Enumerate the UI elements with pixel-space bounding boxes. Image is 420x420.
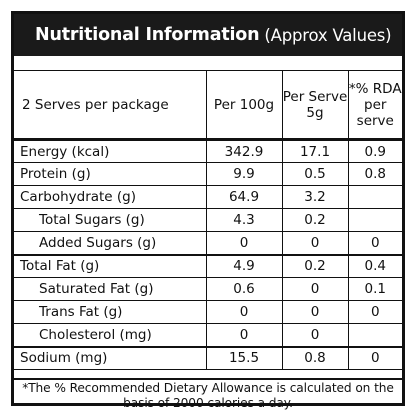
row-label: Sodium (mg): [14, 345, 207, 370]
row-rda: [347, 208, 402, 232]
row-rda: 0: [347, 231, 402, 255]
row-rda: 0: [347, 345, 402, 370]
col-per100g-header: Per 100g: [205, 70, 283, 140]
row-perserve: 17.1: [281, 138, 349, 163]
nutrition-table: 2 Serves per package Per 100g Per Serve 5…: [14, 70, 402, 370]
row-perserve: 0.2: [281, 208, 349, 232]
row-label: Protein (g): [14, 162, 207, 186]
row-perserve: 0.5: [281, 162, 349, 186]
table-header-row: 2 Serves per package Per 100g Per Serve 5…: [14, 70, 402, 140]
row-per100g: 0.6: [205, 277, 283, 301]
nutrition-panel: Nutritional Information (Approx Values) …: [11, 11, 405, 410]
row-label: Total Fat (g): [14, 253, 207, 278]
row-label: Total Sugars (g): [14, 208, 207, 232]
panel-header: Nutritional Information (Approx Values): [14, 14, 402, 56]
row-perserve: 0.8: [281, 345, 349, 370]
row-label: Carbohydrate (g): [14, 185, 207, 209]
row-per100g: 0: [205, 323, 283, 347]
row-rda: 0.4: [347, 253, 402, 278]
panel-subtitle: (Approx Values): [264, 25, 392, 45]
table-row: Total Fat (g) 4.9 0.2 0.4: [14, 253, 402, 278]
row-label: Trans Fat (g): [14, 300, 207, 324]
row-per100g: 64.9: [205, 185, 283, 209]
col-perserve-header: Per Serve 5g: [281, 70, 349, 140]
row-per100g: 342.9: [205, 138, 283, 163]
table-row: Protein (g) 9.9 0.5 0.8: [14, 162, 402, 186]
row-rda: 0.8: [347, 162, 402, 186]
row-perserve: 3.2: [281, 185, 349, 209]
footnote-line-1: *The % Recommended Dietary Allowance is …: [22, 381, 394, 395]
row-per100g: 15.5: [205, 345, 283, 370]
table-row: Carbohydrate (g) 64.9 3.2: [14, 185, 402, 209]
row-rda: [347, 323, 402, 347]
table-row: Sodium (mg) 15.5 0.8 0: [14, 345, 402, 370]
row-rda: [347, 185, 402, 209]
row-perserve: 0: [281, 323, 349, 347]
panel-title: Nutritional Information: [35, 25, 260, 45]
table-row: Added Sugars (g) 0 0 0: [14, 231, 402, 255]
row-rda: 0.9: [347, 138, 402, 163]
table-row: Energy (kcal) 342.9 17.1 0.9: [14, 138, 402, 163]
row-perserve: 0: [281, 300, 349, 324]
row-label: Added Sugars (g): [14, 231, 207, 255]
footnote-line-2: basis of 2000 calories a day.: [123, 396, 293, 410]
col-rda-line2: per serve: [356, 96, 394, 129]
row-rda: 0.1: [347, 277, 402, 301]
row-per100g: 4.3: [205, 208, 283, 232]
col-perserve-line1: Per Serve: [282, 88, 348, 105]
row-label: Energy (kcal): [14, 138, 207, 163]
row-per100g: 0: [205, 300, 283, 324]
table-row: Cholesterol (mg) 0 0: [14, 323, 402, 347]
row-perserve: 0.2: [281, 253, 349, 278]
row-per100g: 9.9: [205, 162, 283, 186]
row-rda: 0: [347, 300, 402, 324]
col-rda-header: *% RDA per serve: [347, 70, 402, 140]
rda-footnote: *The % Recommended Dietary Allowance is …: [14, 378, 402, 410]
col-perserve-line2: 5g: [306, 104, 324, 121]
col-serves-header: 2 Serves per package: [14, 70, 207, 140]
table-row: Trans Fat (g) 0 0 0: [14, 300, 402, 324]
row-perserve: 0: [281, 277, 349, 301]
row-label: Saturated Fat (g): [14, 277, 207, 301]
row-per100g: 4.9: [205, 253, 283, 278]
col-rda-line1: *% RDA: [348, 80, 402, 97]
row-per100g: 0: [205, 231, 283, 255]
table-row: Total Sugars (g) 4.3 0.2: [14, 208, 402, 232]
table-row: Saturated Fat (g) 0.6 0 0.1: [14, 277, 402, 301]
row-label: Cholesterol (mg): [14, 323, 207, 347]
row-perserve: 0: [281, 231, 349, 255]
